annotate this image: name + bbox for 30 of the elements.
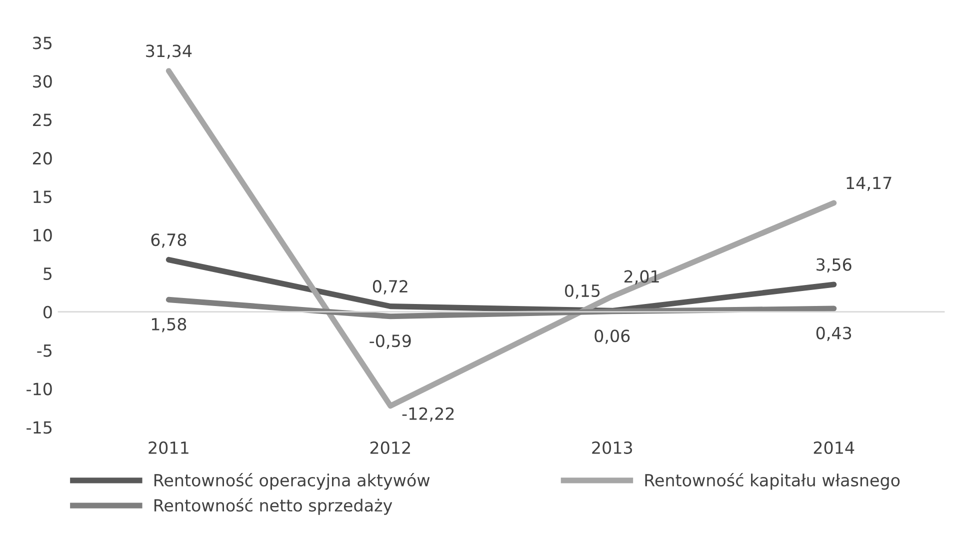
data-label: 0,43 [816,326,852,342]
y-tick-label: 15 [34,190,52,204]
y-tick-label: 20 [32,152,52,165]
x-tick-label: 2012 [370,441,410,454]
data-label: 14,17 [846,176,892,191]
legend-label: Rentowność operacyjna aktywów [154,472,430,490]
y-tick-label: 5 [44,268,52,280]
data-label: 2,01 [624,270,659,284]
data-label: 0,06 [594,330,630,344]
legend-label: Rentowność netto sprzedaży [154,498,392,515]
y-tick-label: 30 [33,75,52,88]
x-tick-label: 2013 [592,441,632,454]
data-label: 6,78 [151,233,186,248]
y-tick-label: -5 [37,344,52,357]
y-tick-label: 25 [32,114,52,126]
data-label: 0,15 [565,284,600,299]
data-label: -0,59 [370,334,411,349]
data-label: 1,58 [152,318,186,332]
x-tick-label: 2011 [148,441,188,454]
data-label: 31,34 [146,44,192,59]
y-tick-label: 10 [34,228,52,242]
y-tick-label: -15 [26,421,52,434]
y-tick-label: 0 [43,306,52,318]
legend-label: Rentowność kapitału własnego [645,472,900,490]
y-tick-label: 35 [33,36,52,50]
data-label: 0,72 [372,280,408,294]
x-tick-label: 2014 [814,441,854,454]
y-tick-label: -10 [26,382,52,396]
data-label: -12,22 [402,407,454,422]
data-label: 3,56 [816,258,852,273]
